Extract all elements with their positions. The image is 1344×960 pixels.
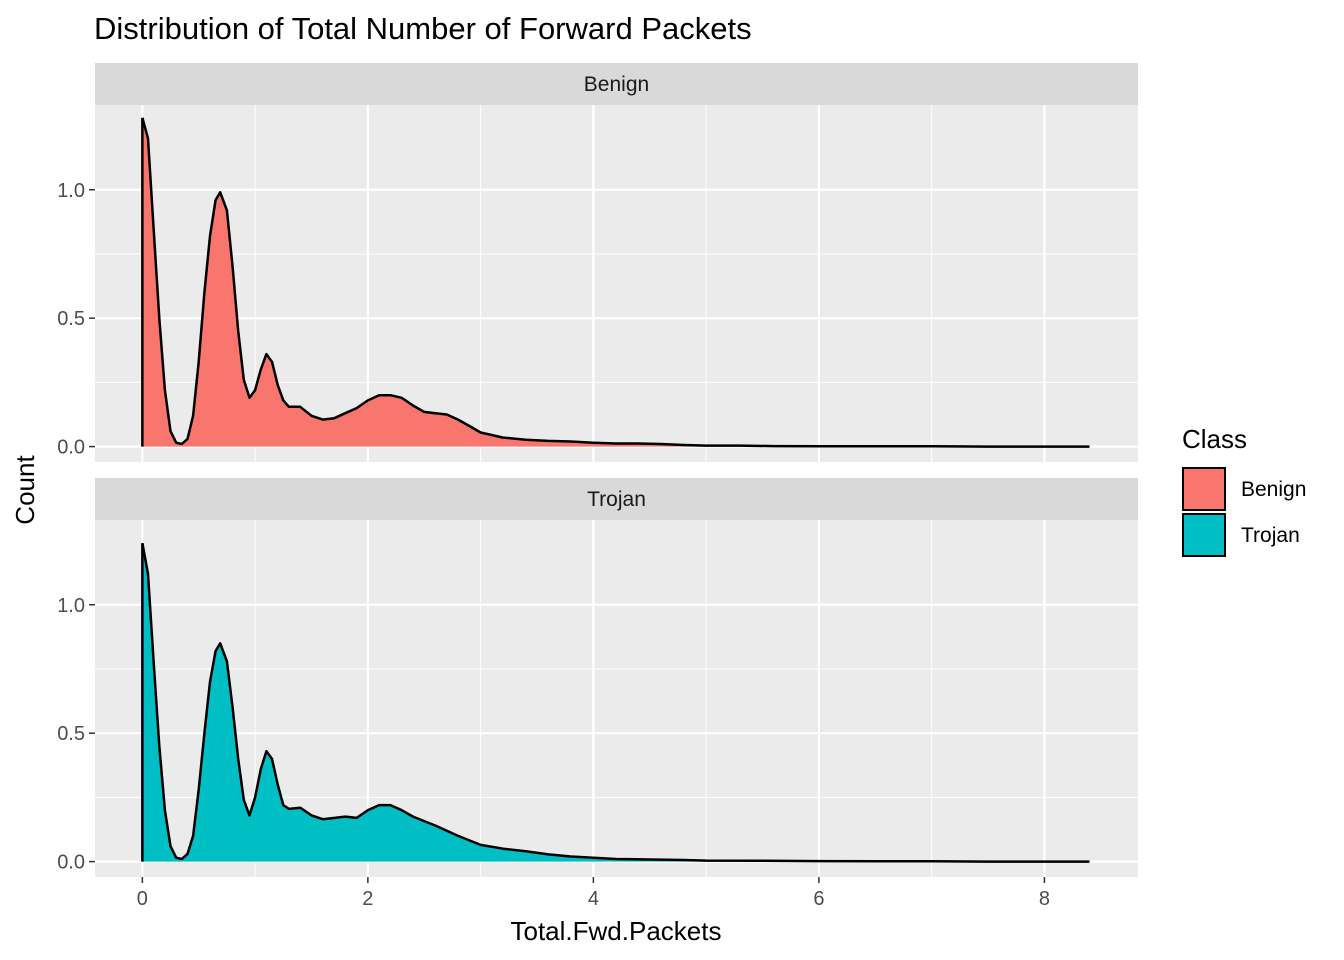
x-tick-label: 8 (1039, 888, 1050, 910)
y-tick-label: 0.0 (57, 437, 85, 459)
legend-title: Class (1182, 424, 1247, 454)
x-tick-label: 0 (137, 888, 148, 910)
facet-trojan: Trojan 0.0 0.5 1.0 (57, 478, 1138, 877)
y-tick-label: 0.0 (57, 852, 85, 874)
y-tick-label: 0.5 (57, 723, 85, 745)
legend-key-benign (1182, 467, 1226, 511)
density-line-benign (141, 117, 1090, 448)
x-axis: 0 2 4 6 8 (137, 877, 1050, 910)
density-area-benign (142, 117, 1090, 447)
y-tick-label: 0.5 (57, 308, 85, 330)
chart-title: Distribution of Total Number of Forward … (94, 11, 752, 46)
facet-panels: Benign 0.0 0.5 1.0 Trojan 0.0 0.5 1.0 (57, 63, 1138, 877)
facet-strip (95, 478, 1138, 520)
x-axis-title: Total.Fwd.Packets (511, 916, 722, 946)
legend-key-trojan (1182, 513, 1226, 557)
x-tick-label: 6 (813, 888, 824, 910)
facet-strip (95, 63, 1138, 105)
facet-benign: Benign 0.0 0.5 1.0 (57, 63, 1138, 462)
x-tick-label: 4 (588, 888, 599, 910)
facet-strip-label: Benign (584, 73, 649, 96)
y-axis-title: Count (10, 455, 40, 525)
y-tick-label: 1.0 (57, 595, 85, 617)
density-line-trojan (141, 542, 1090, 863)
density-area-trojan (142, 543, 1090, 862)
y-tick-label: 1.0 (57, 180, 85, 202)
x-tick-label: 2 (362, 888, 373, 910)
legend: Class Benign Trojan (1182, 424, 1306, 557)
legend-label-benign: Benign (1241, 478, 1306, 501)
facet-strip-label: Trojan (587, 488, 646, 511)
legend-label-trojan: Trojan (1241, 524, 1300, 547)
